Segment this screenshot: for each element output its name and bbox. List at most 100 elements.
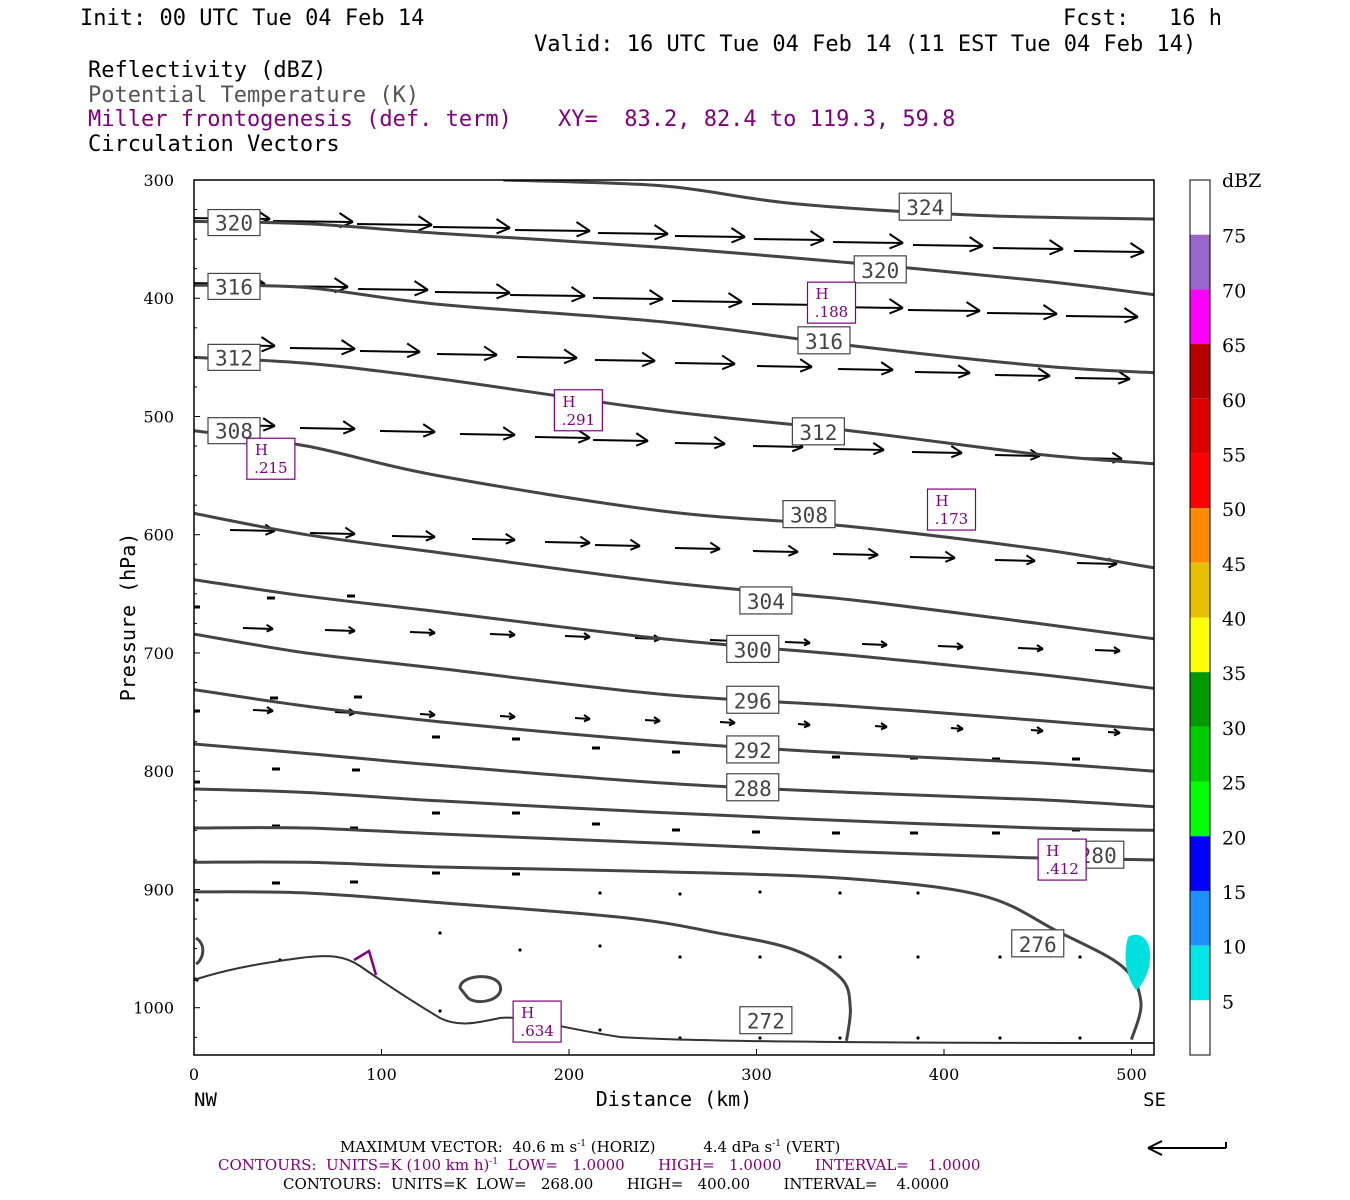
field-theta: Potential Temperature (K) (88, 83, 420, 108)
colorbar-segment (1190, 453, 1210, 509)
circulation-vector-head (880, 361, 894, 376)
theta-label-box (898, 192, 952, 221)
circulation-vector-head (957, 364, 971, 379)
circulation-vector-head (266, 706, 274, 715)
circulation-vector-head (1113, 728, 1121, 737)
y-tick-label: 1000 (133, 999, 174, 1018)
edge-contour (195, 936, 205, 966)
theta-label-box (726, 685, 780, 714)
vector-dot (758, 1036, 762, 1040)
x-tick-label: 200 (554, 1065, 585, 1084)
frontogenesis-high-label: H (521, 1004, 534, 1022)
circulation-vector-head (1113, 646, 1121, 655)
circulation-vector (861, 643, 888, 646)
x-tick-label: 100 (366, 1065, 397, 1084)
circulation-vector-head (799, 358, 813, 373)
y-tick-label: 500 (143, 407, 174, 426)
theta-contour-292 (194, 688, 1154, 773)
vector-dot (1078, 955, 1082, 959)
init-time: Init: 00 UTC Tue 04 Feb 14 (80, 6, 425, 31)
footer-contours-theta: CONTOURS: UNITS=K LOW= 268.00 HIGH= 400.… (283, 1175, 949, 1193)
frontogenesis-contour (353, 949, 378, 976)
circulation-vector-head (653, 716, 661, 725)
circulation-vector-head (344, 526, 356, 539)
circulation-vector-head (342, 420, 356, 435)
colorbar-segment (1190, 289, 1210, 345)
closed-contour (458, 975, 502, 1003)
theta-label-box (739, 586, 793, 615)
frontogenesis-high-value: .188 (815, 303, 848, 321)
circulation-vector (409, 631, 436, 634)
colorbar-level-label: 75 (1222, 226, 1246, 248)
theta-label-box (207, 272, 261, 301)
circulation-vector-head (809, 230, 825, 247)
y-tick-label: 300 (143, 171, 174, 190)
circulation-vector (752, 550, 799, 553)
colorbar-level-label: 70 (1222, 280, 1246, 302)
circulation-vector (907, 309, 981, 312)
frontogenesis-high-box (1037, 838, 1087, 881)
circulation-vector-head (495, 283, 511, 300)
field-reflectivity: Reflectivity (dBZ) (88, 58, 327, 83)
vector-dot (998, 1036, 1002, 1040)
theta-contour-288 (194, 742, 1154, 809)
vector-dot (998, 955, 1002, 959)
colorbar-segment (1190, 836, 1210, 891)
colorbar-level-label: 45 (1222, 554, 1246, 576)
colorbar-level-label: 10 (1222, 937, 1246, 959)
circulation-vector-head (428, 710, 436, 719)
colorbar-level-label: 65 (1222, 335, 1246, 357)
circulation-vector (674, 442, 726, 445)
valid-time: Valid: 16 UTC Tue 04 Feb 14 (11 EST Tue … (534, 32, 1197, 57)
forecast-hour: Fcst: 16 h (1063, 6, 1222, 31)
theta-label-box (726, 773, 780, 802)
circulation-vector-head (872, 442, 885, 456)
frontogenesis-high-box (553, 389, 603, 432)
circulation-vector (914, 371, 971, 374)
circulation-vector-head (563, 348, 578, 365)
vector-dot (916, 1036, 920, 1040)
x-tick-label: 300 (741, 1065, 772, 1084)
circulation-vector (756, 365, 813, 368)
circulation-vector (986, 312, 1058, 315)
circulation-vector (911, 451, 963, 454)
circulation-vector-head (425, 530, 436, 542)
colorbar-level-label: 25 (1222, 773, 1246, 795)
circulation-vector (357, 288, 429, 291)
vector-dot (678, 892, 682, 896)
vector-dot (598, 891, 602, 895)
vector-dot (195, 898, 199, 902)
circulation-vector (719, 721, 736, 724)
circulation-vector-head (348, 625, 356, 635)
circulation-vector-head (583, 632, 591, 641)
colorbar-segment (1190, 508, 1210, 563)
vector-dot (518, 948, 522, 952)
circulation-vector-head (508, 712, 516, 721)
theta-label-box (726, 634, 780, 664)
x-tick-label: 400 (929, 1065, 960, 1084)
frontogenesis-high-box (806, 281, 857, 324)
vector-dot (598, 944, 602, 948)
theta-label: 276 (1019, 933, 1057, 957)
circulation-vector (229, 529, 276, 532)
circulation-vector (644, 719, 661, 722)
circulation-vector (671, 300, 743, 303)
circulation-vector-head (417, 215, 433, 232)
circulation-vector (674, 547, 721, 550)
circulation-vector (509, 294, 586, 297)
circulation-vector (489, 633, 516, 636)
circulation-vector (1094, 649, 1121, 652)
circulation-vector (753, 238, 825, 241)
y-tick-label: 400 (143, 289, 174, 308)
frontogenesis-high-box (512, 1000, 562, 1043)
circulation-vector-head (1123, 307, 1139, 324)
theta-label-box (797, 326, 851, 355)
x-tick-label: 0 (189, 1065, 199, 1084)
circulation-vector-head (709, 541, 721, 554)
theta-label-box (791, 417, 845, 446)
circulation-vector (299, 427, 356, 430)
circulation-vector-head (888, 298, 904, 315)
circulation-vector (272, 220, 354, 223)
colorbar-level-label: 30 (1222, 718, 1246, 740)
